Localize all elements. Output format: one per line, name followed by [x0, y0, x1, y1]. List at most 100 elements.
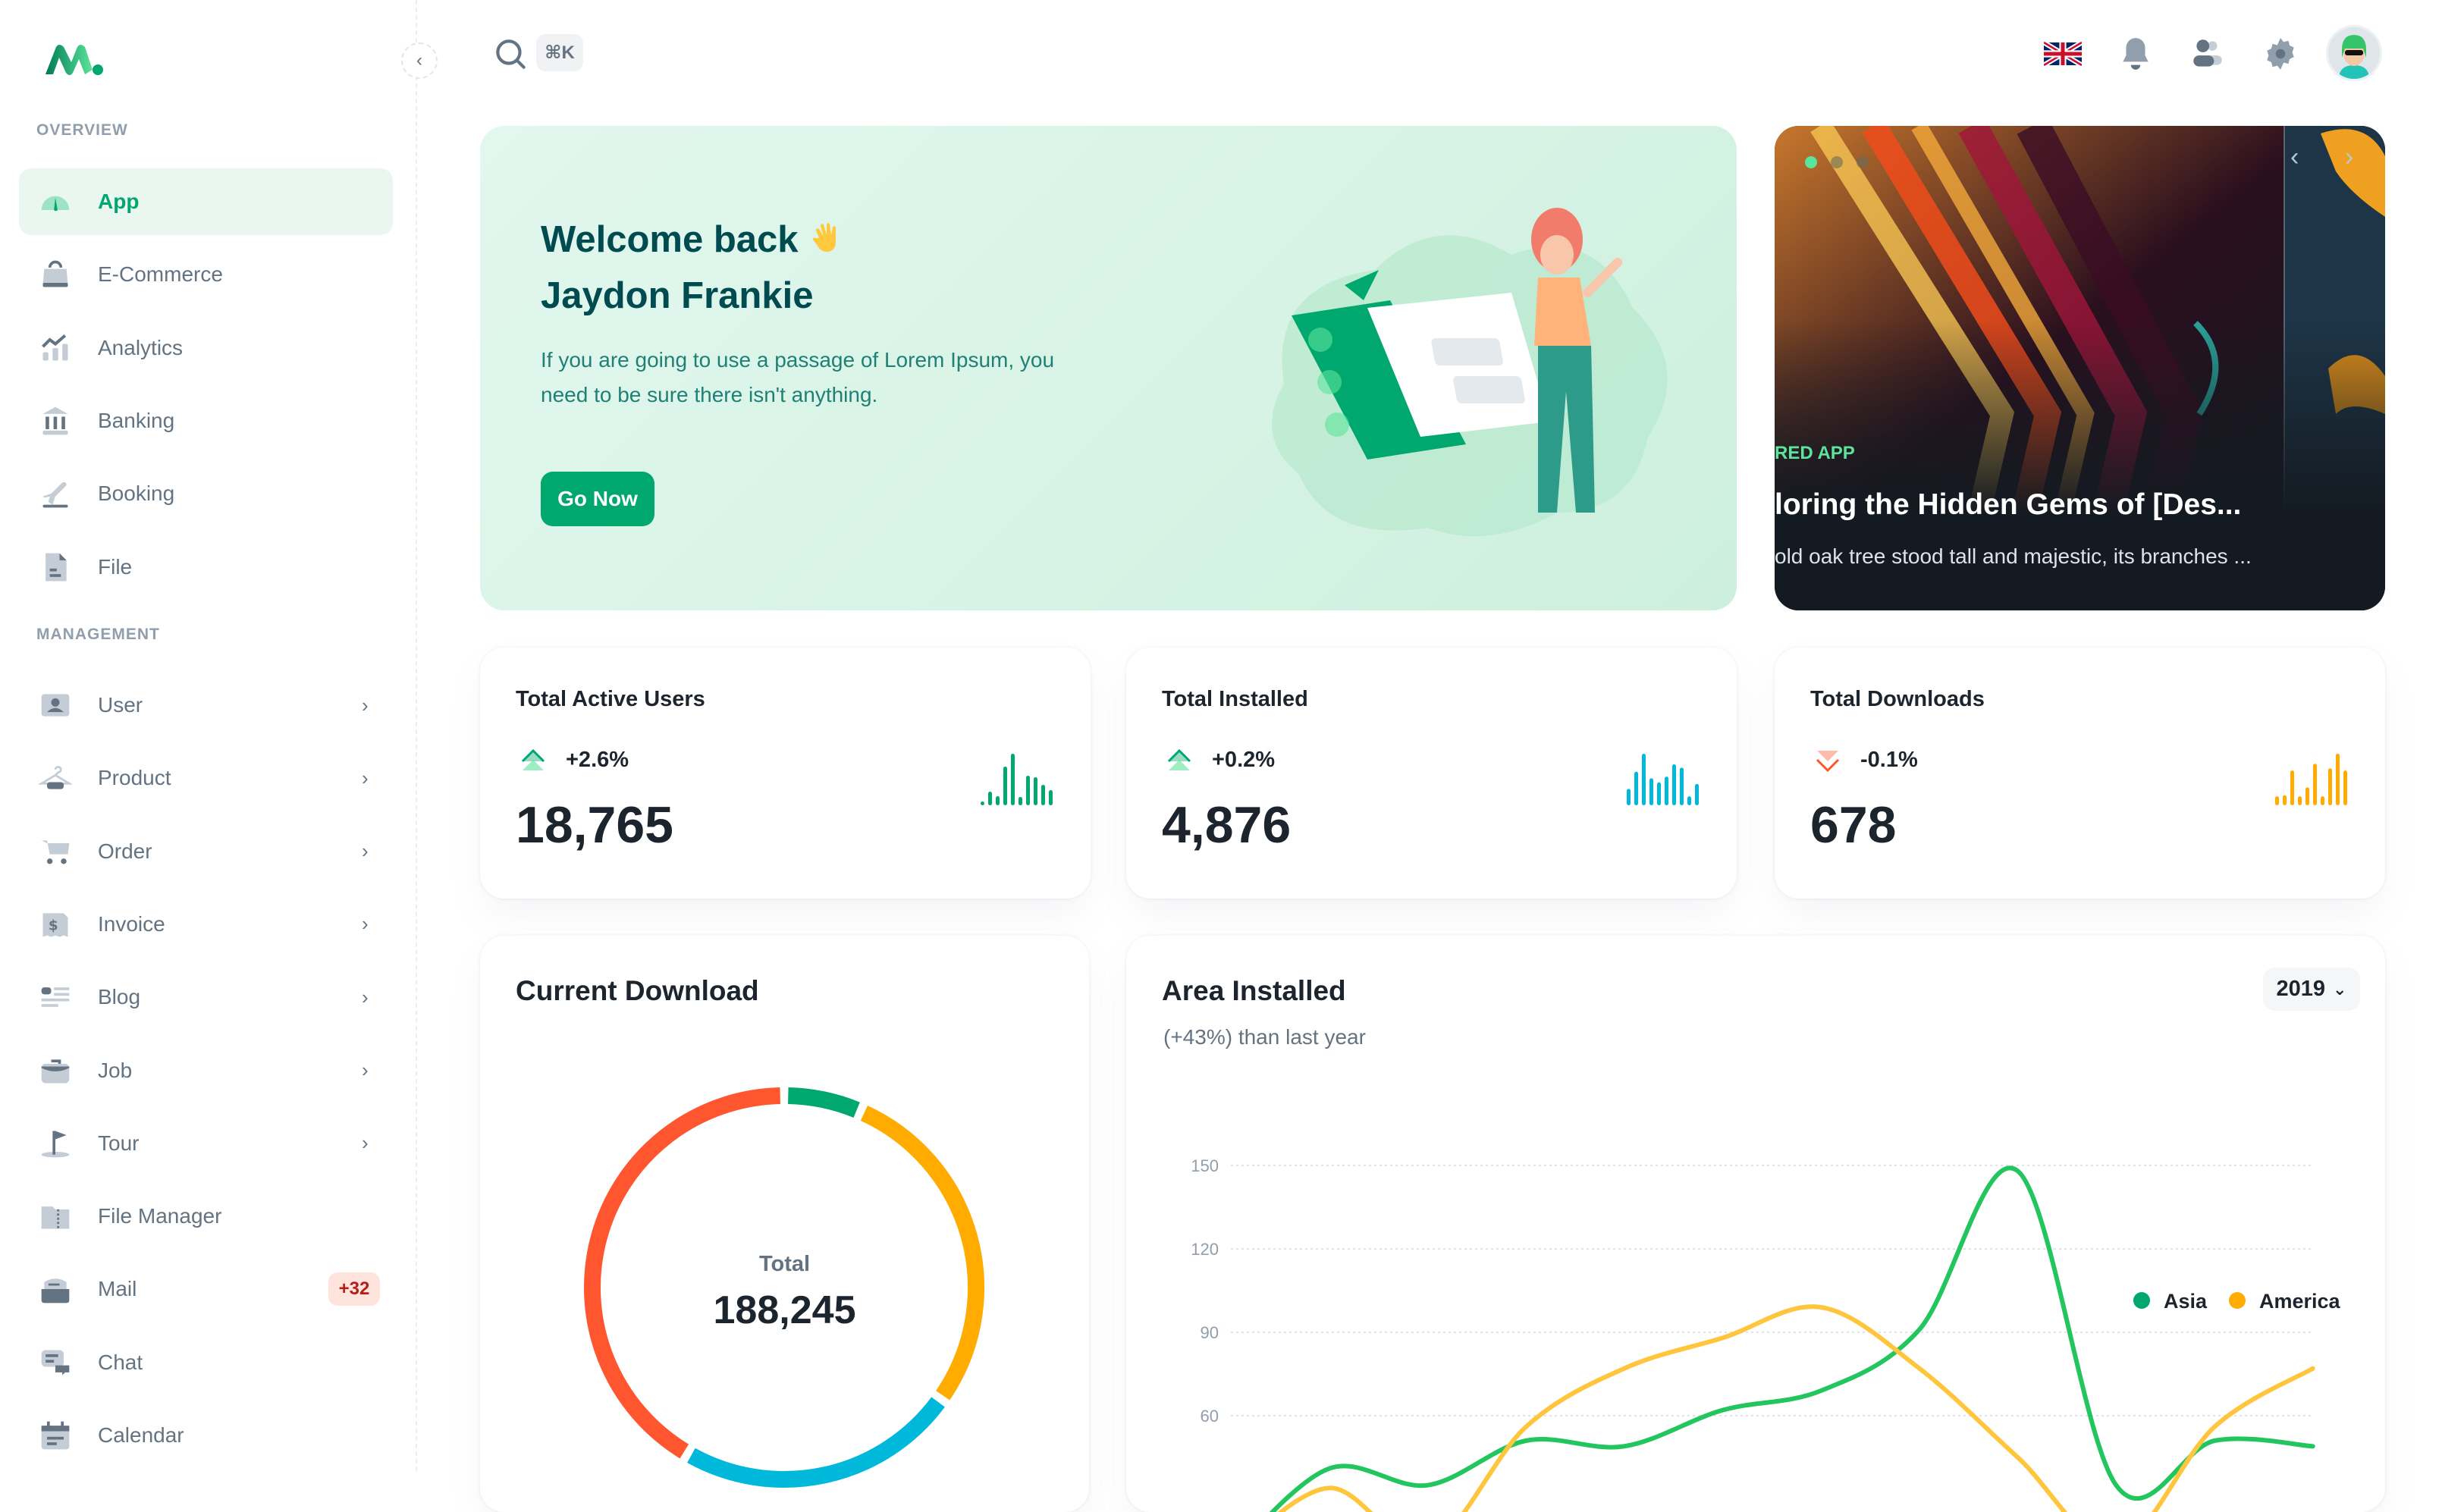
avatar-image: [2328, 27, 2380, 79]
carousel-next-icon[interactable]: ›: [2345, 143, 2354, 171]
bank-icon: [42, 406, 68, 435]
sidebar-item-analytics[interactable]: Analytics: [19, 315, 393, 381]
sparkline-bar: [981, 801, 984, 805]
sparkline-bar: [1642, 754, 1646, 805]
carousel-prev-icon[interactable]: ‹: [2290, 143, 2299, 171]
y-tick-label: 60: [1201, 1407, 1219, 1426]
featured-carousel[interactable]: ‹ › RED APP loring the Hidden Gems of [D…: [1775, 126, 2385, 610]
sidebar-item-job[interactable]: Job ›: [19, 1037, 393, 1104]
flag-icon: [41, 1131, 70, 1158]
sidebar-item-label: Product: [98, 766, 171, 790]
sparkline-bar: [988, 792, 992, 805]
logo[interactable]: [44, 42, 105, 76]
user-name: Jaydon Frankie: [541, 275, 814, 316]
sparkline-bar: [1665, 776, 1668, 805]
featured-image: [1775, 126, 2385, 610]
donut-slice[interactable]: [860, 1105, 984, 1401]
welcome-illustration: [1272, 208, 1668, 537]
section-title-management: MANAGEMENT: [36, 626, 160, 643]
sparkline-bar: [2336, 754, 2340, 805]
sparkline-bar: [1041, 785, 1045, 805]
sidebar-item-banking[interactable]: Banking: [19, 387, 393, 454]
sidebar-item-file[interactable]: File: [19, 534, 393, 601]
current-download-card: Current Download Total 188,245: [480, 936, 1089, 1512]
uk-flag-icon[interactable]: [2044, 39, 2082, 68]
sparkline-bar: [2283, 795, 2287, 805]
analytics-icon: [42, 334, 68, 361]
calendar-icon: [41, 1421, 70, 1450]
sparkline-bar: [2275, 796, 2279, 805]
sidebar-item-label: E-Commerce: [98, 262, 223, 287]
carousel-dot-active[interactable]: [1805, 156, 1817, 168]
chevron-right-icon: ›: [362, 985, 369, 1009]
avatar[interactable]: [2326, 25, 2382, 81]
sidebar-item-booking[interactable]: Booking: [19, 460, 393, 527]
featured-description: old oak tree stood tall and majestic, it…: [1775, 544, 2252, 568]
sparkline-bar: [1657, 782, 1661, 805]
card-subtitle: (+43%) than last year: [1163, 1025, 1366, 1049]
card-title: Area Installed: [1162, 975, 1346, 1006]
sidebar-item-label: File Manager: [98, 1204, 222, 1228]
contacts-icon[interactable]: [2189, 35, 2227, 73]
sidebar-item-order[interactable]: Order ›: [19, 818, 393, 885]
mail-icon: [41, 1278, 70, 1303]
sparkline-bar: [2305, 787, 2309, 805]
sidebar-item-label: Chat: [98, 1350, 143, 1374]
year-select[interactable]: 2019 ⌄: [2263, 968, 2360, 1011]
sparkline-bar: [1695, 783, 1699, 805]
briefcase-icon: [41, 1059, 70, 1083]
donut-slice[interactable]: [584, 1087, 780, 1459]
stat-value: 18,765: [516, 796, 673, 854]
legend-label-america[interactable]: America: [2259, 1290, 2341, 1313]
cart-icon: [41, 839, 70, 864]
legend-label-asia[interactable]: Asia: [2164, 1290, 2208, 1313]
legend-marker-america: [2229, 1292, 2246, 1309]
donut-chart: [584, 1087, 984, 1488]
sparkline-bar: [1687, 796, 1691, 805]
sparkline-bar: [1019, 797, 1022, 805]
stat-change: +2.6%: [566, 748, 629, 772]
sidebar-item-calendar[interactable]: Calendar: [19, 1402, 393, 1469]
sparkline-bar: [1672, 764, 1676, 805]
sidebar-item-blog[interactable]: Blog ›: [19, 964, 393, 1030]
sidebar-item-product[interactable]: Product ›: [19, 745, 393, 811]
sidebar-item-mail[interactable]: Mail +32: [19, 1256, 393, 1322]
sidebar-item-tour[interactable]: Tour ›: [19, 1110, 393, 1177]
legend-marker-asia: [2133, 1292, 2150, 1309]
sidebar-item-invoice[interactable]: $ Invoice ›: [19, 891, 393, 958]
sidebar-item-chat[interactable]: Chat: [19, 1329, 393, 1396]
donut-slice[interactable]: [687, 1397, 945, 1488]
sparkline-bar: [2290, 770, 2294, 805]
y-tick-label: 120: [1191, 1240, 1219, 1259]
sparkline-chart: [2275, 754, 2347, 805]
chevron-right-icon: ›: [362, 912, 369, 936]
sidebar-item-label: App: [98, 190, 140, 213]
sidebar-item-e-commerce[interactable]: E-Commerce: [19, 241, 393, 308]
carousel-dot[interactable]: [1831, 156, 1843, 168]
gear-icon[interactable]: [2262, 35, 2299, 73]
featured-title[interactable]: loring the Hidden Gems of [Des...: [1775, 488, 2242, 521]
sidebar: OVERVIEW App E-Commerce Analytics Bankin…: [0, 0, 417, 1471]
search-icon[interactable]: [491, 35, 529, 73]
collapse-sidebar-button[interactable]: ‹: [401, 42, 438, 79]
sidebar-item-file-manager[interactable]: File Manager: [19, 1183, 393, 1250]
sidebar-item-user[interactable]: User ›: [19, 672, 393, 739]
year-select-value: 2019: [2276, 977, 2326, 1001]
sidebar-item-label: User: [98, 693, 143, 717]
featured-label: RED APP: [1775, 443, 1855, 463]
shopping-bag-icon: [42, 261, 68, 287]
carousel-dot[interactable]: [1857, 156, 1869, 168]
sparkline-bar: [2298, 796, 2302, 805]
sidebar-item-app[interactable]: App: [19, 168, 393, 235]
sparkline-chart: [981, 754, 1053, 805]
svg-text:$: $: [49, 918, 58, 933]
bell-icon[interactable]: [2117, 35, 2155, 73]
series-line-america[interactable]: [1231, 1304, 2315, 1512]
donut-slice[interactable]: [787, 1087, 860, 1118]
sidebar-item-label: Blog: [98, 985, 141, 1009]
go-now-button[interactable]: Go Now: [541, 472, 654, 526]
series-line-asia[interactable]: [1231, 1165, 2315, 1512]
invoice-icon: $: [42, 913, 68, 937]
search-shortcut-badge[interactable]: ⌘K: [536, 34, 583, 71]
sparkline-bar: [1627, 789, 1631, 805]
